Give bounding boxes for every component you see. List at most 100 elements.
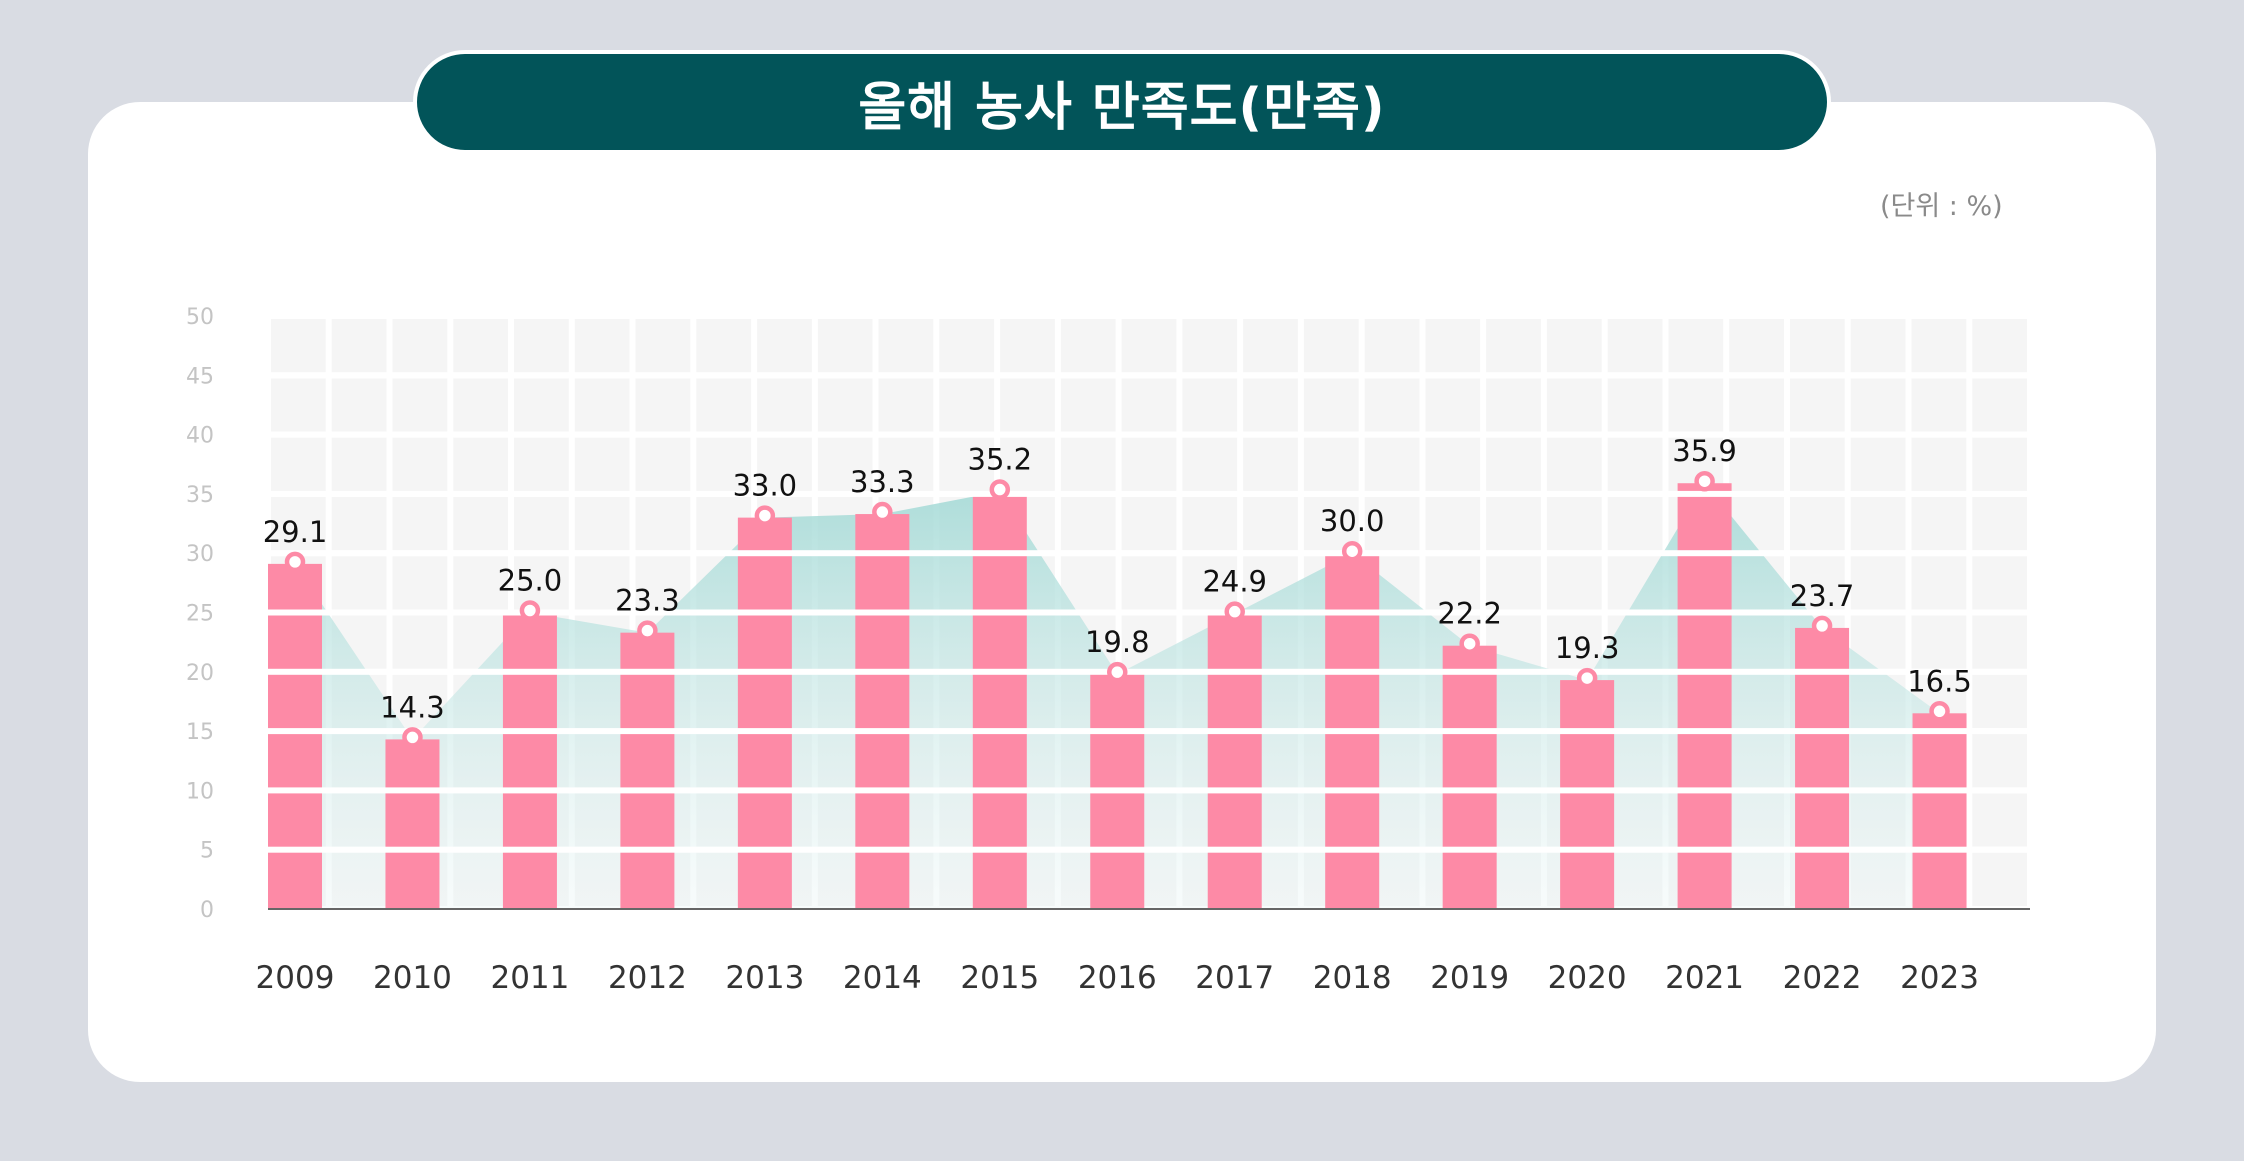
grid-cell xyxy=(1060,319,1116,373)
x-tick-label: 2015 xyxy=(960,960,1039,996)
title-banner: 올해 농사 만족도(만족) xyxy=(413,50,1831,154)
x-tick-label: 2019 xyxy=(1430,960,1509,996)
bar-2011 xyxy=(502,612,557,909)
grid-cell xyxy=(1789,437,1845,491)
y-axis: 0 5 10 15 20 25 30 35 40 45 50 xyxy=(186,305,214,923)
grid-cell xyxy=(1425,496,1481,551)
grid-cell xyxy=(392,378,448,432)
grid-cell xyxy=(939,437,995,491)
y-tick-label: 50 xyxy=(186,305,214,330)
bar-2020 xyxy=(1560,680,1615,909)
grid-cell xyxy=(1486,437,1541,491)
grid-cell xyxy=(1303,378,1359,432)
grid-cell xyxy=(1182,556,1238,610)
point-marker xyxy=(1694,470,1715,492)
grid-cell xyxy=(1607,437,1663,491)
value-label: 35.2 xyxy=(968,443,1033,477)
grid-cell xyxy=(574,556,630,610)
grid-cell xyxy=(1972,378,2027,432)
grid-line xyxy=(268,490,2030,497)
y-tick-label: 45 xyxy=(186,364,214,389)
grid-cell xyxy=(453,319,509,373)
value-label: 23.7 xyxy=(1790,579,1855,613)
grid-cell xyxy=(1972,674,2027,729)
bar-2014 xyxy=(855,514,910,909)
grid-cell xyxy=(1182,319,1238,373)
grid-cell xyxy=(1911,556,1967,610)
grid-cell xyxy=(757,319,812,373)
grid-cell xyxy=(1303,319,1359,373)
grid-cell xyxy=(453,556,509,610)
value-label: 19.8 xyxy=(1085,625,1150,659)
point-marker xyxy=(1929,701,1950,722)
grid-line xyxy=(268,431,2030,438)
grid-line xyxy=(268,728,2030,735)
grid-cell xyxy=(1546,319,1602,373)
y-tick-label: 20 xyxy=(186,661,214,686)
x-tick-label: 2014 xyxy=(843,960,922,996)
grid-cell xyxy=(1425,556,1481,610)
value-label: 14.3 xyxy=(380,690,445,724)
grid-cell xyxy=(1972,852,2027,906)
grid-cell xyxy=(1607,496,1663,551)
grid-cell xyxy=(757,378,812,432)
grid-cell xyxy=(1486,556,1541,610)
grid-cell xyxy=(1972,496,2027,551)
grid-cell xyxy=(1486,378,1541,432)
y-tick-label: 35 xyxy=(186,483,214,508)
grid-cell xyxy=(1607,319,1663,373)
y-tick-label: 0 xyxy=(200,898,214,923)
grid-cell xyxy=(1121,556,1177,610)
grid-cell xyxy=(1121,378,1177,432)
grid-cell xyxy=(514,319,569,373)
grid-cell xyxy=(1546,556,1602,610)
grid-cell xyxy=(1546,437,1602,491)
grid-cell xyxy=(635,378,691,432)
point-marker xyxy=(754,505,776,526)
grid-cell xyxy=(696,378,752,432)
grid-cell xyxy=(1789,319,1845,373)
value-label: 19.3 xyxy=(1555,631,1620,665)
x-axis: 2009 2010 2011 2012 2013 2014 2015 2016 2017 2018… xyxy=(256,960,1979,996)
grid-cell xyxy=(939,378,995,432)
grid-cell xyxy=(271,319,326,373)
grid-cell xyxy=(1364,437,1420,491)
value-label: 22.2 xyxy=(1437,597,1502,631)
grid-cell xyxy=(392,437,448,491)
x-tick-label: 2018 xyxy=(1313,960,1392,996)
grid-cell xyxy=(1243,437,1298,491)
grid-line xyxy=(268,787,2030,794)
grid-cell xyxy=(453,437,509,491)
grid-cell xyxy=(1972,615,2027,669)
grid-line xyxy=(268,609,2030,616)
grid-cell xyxy=(1243,378,1298,432)
grid-cell xyxy=(331,496,387,551)
bar-2019 xyxy=(1442,645,1497,909)
grid-line xyxy=(268,550,2030,557)
value-label: 16.5 xyxy=(1907,664,1972,698)
point-marker xyxy=(1459,633,1480,654)
x-tick-label: 2016 xyxy=(1078,960,1157,996)
grid-cell xyxy=(1364,319,1420,373)
grid-cell xyxy=(1060,378,1116,432)
value-label: 25.0 xyxy=(498,564,563,598)
x-tick-label: 2020 xyxy=(1548,960,1627,996)
grid-cell xyxy=(514,378,569,432)
grid-cell xyxy=(1972,793,2027,847)
grid-cell xyxy=(453,496,509,551)
grid-cell xyxy=(1607,378,1663,432)
grid-cell xyxy=(1729,437,1784,491)
grid-cell xyxy=(817,378,873,432)
point-marker xyxy=(1576,667,1598,689)
grid-cell xyxy=(514,496,569,551)
grid-cell xyxy=(1425,319,1481,373)
value-label: 33.3 xyxy=(850,465,915,499)
grid-cell xyxy=(1972,437,2027,491)
grid-cell xyxy=(1243,319,1298,373)
x-tick-label: 2017 xyxy=(1195,960,1274,996)
grid-cell xyxy=(1303,437,1359,491)
grid-cell xyxy=(1850,496,1906,551)
value-label: 35.9 xyxy=(1672,434,1737,468)
point-marker xyxy=(1341,540,1363,562)
grid-cell xyxy=(1364,496,1420,551)
